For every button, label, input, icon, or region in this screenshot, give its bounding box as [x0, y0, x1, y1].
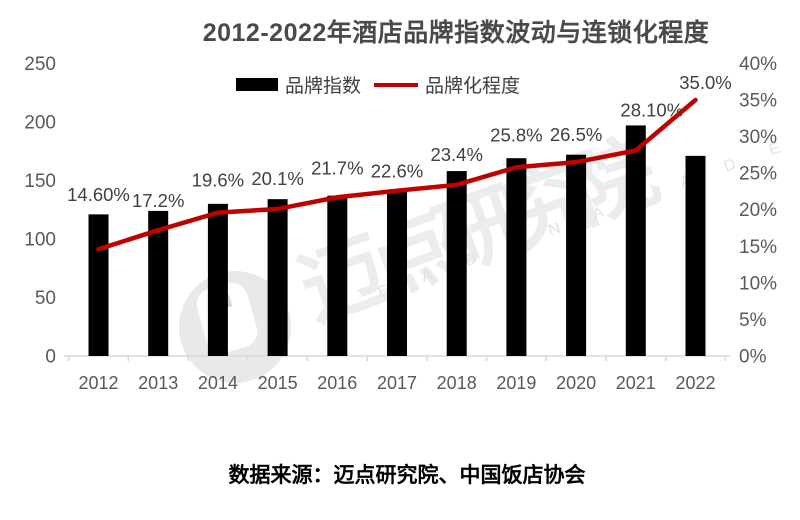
x-axis-label-2017: 2017 [377, 373, 417, 393]
x-axis-label-2021: 2021 [616, 373, 656, 393]
bar-2020 [566, 154, 587, 356]
left-axis-tick-label: 100 [24, 229, 56, 250]
data-label-2017: 22.6% [371, 161, 423, 182]
brand-rate-line [96, 97, 698, 252]
right-axis-tick-label: 10% [739, 273, 777, 294]
right-axis-tick-label: 35% [739, 90, 777, 111]
data-label-2016: 21.7% [311, 157, 363, 178]
x-axis-label-2015: 2015 [258, 373, 298, 393]
data-label-2018: 23.4% [430, 144, 482, 165]
left-axis-tick-label: 250 [24, 54, 56, 75]
chart-title: 2012-2022年酒店品牌指数波动与连锁化程度 [202, 19, 710, 47]
right-axis-tick-label: 5% [739, 310, 767, 331]
data-label-2021: 28.10% [620, 99, 683, 120]
bar-2014 [207, 203, 228, 356]
x-axis-label-2018: 2018 [437, 373, 477, 393]
right-axis-tick-label: 0% [739, 347, 767, 368]
left-axis-tick-label: 150 [24, 171, 56, 192]
bar-2019 [506, 158, 527, 356]
x-axis-label-2022: 2022 [675, 373, 715, 393]
chart-legend: 品牌指数 品牌化程度 [236, 71, 520, 98]
combo-chart-plot: 0 50 100 150 200 250 0% 5% 10% 15% 20% 25% 30% 35% 40%… [24, 54, 777, 393]
legend-bar-label: 品牌指数 [285, 76, 362, 97]
data-label-2012: 14.60% [67, 184, 130, 205]
right-axis-tick-label: 30% [739, 127, 777, 148]
data-label-2013: 17.2% [132, 190, 184, 211]
bar-2018 [446, 171, 467, 356]
x-axis-label-2016: 2016 [317, 373, 357, 393]
data-label-2020: 26.5% [550, 124, 602, 145]
right-axis-tick-label: 15% [739, 237, 777, 258]
x-axis-label-2020: 2020 [556, 373, 596, 393]
left-axis-tick-label: 0 [45, 347, 56, 368]
data-label-2015: 20.1% [251, 168, 303, 189]
legend-line-swatch-icon [374, 82, 419, 87]
x-axis-label-2019: 2019 [496, 373, 536, 393]
x-axis-label-2012: 2012 [78, 373, 118, 393]
data-label-2019: 25.8% [490, 124, 542, 145]
data-label-2022: 35.0% [679, 72, 731, 93]
right-axis-tick-label: 40% [739, 54, 777, 75]
bar-2013 [148, 210, 169, 356]
x-axis-label-2014: 2014 [198, 373, 238, 393]
bar-2017 [387, 189, 407, 356]
right-axis-tick-label: 20% [739, 200, 777, 221]
left-axis-tick-label: 200 [24, 112, 56, 133]
data-label-2014: 19.6% [192, 170, 244, 191]
bar-2015 [267, 199, 288, 356]
left-axis-tick-label: 50 [35, 288, 56, 309]
bar-2012 [88, 214, 109, 356]
x-axis-label-2013: 2013 [138, 373, 178, 393]
legend-bar-swatch-icon [236, 78, 278, 91]
legend-line-label: 品牌化程度 [425, 76, 521, 97]
data-source-note: 数据来源：迈点研究院、中国饭店协会 [228, 464, 586, 487]
bar-2022 [685, 155, 706, 356]
bar-2016 [327, 195, 348, 356]
bar-2021 [625, 125, 646, 356]
right-axis-tick-label: 25% [739, 164, 777, 185]
